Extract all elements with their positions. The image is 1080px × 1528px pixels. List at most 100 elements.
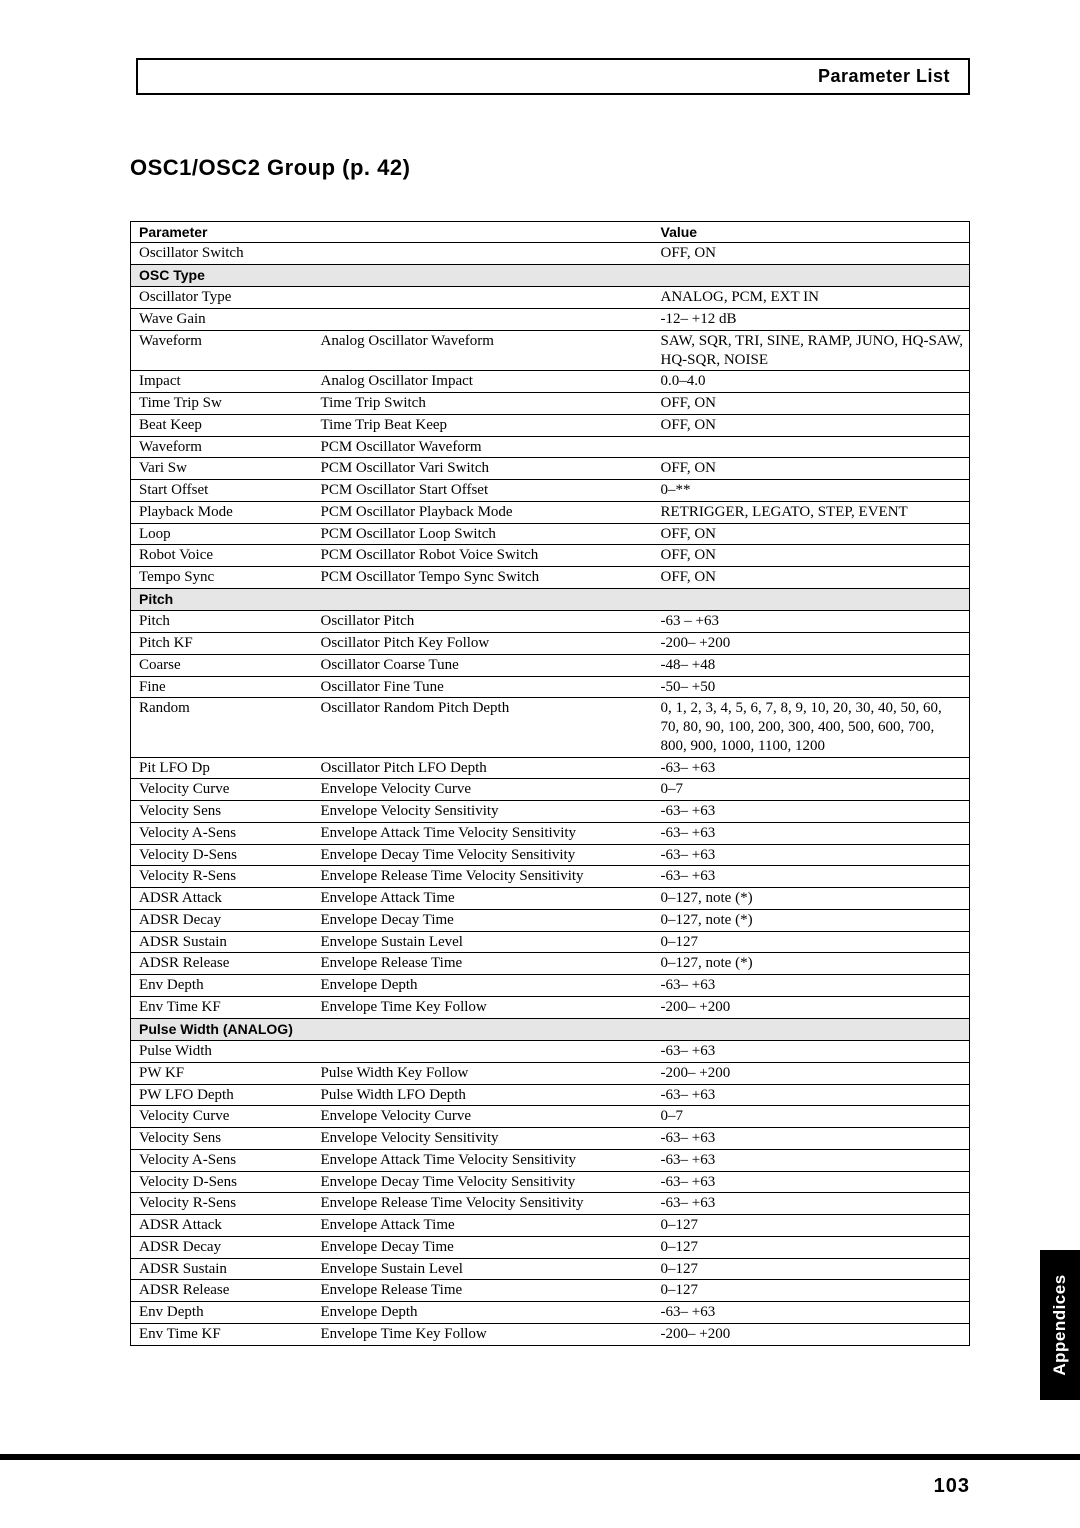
table-row: Start OffsetPCM Oscillator Start Offset0…: [131, 480, 970, 502]
param-desc: Envelope Sustain Level: [321, 1258, 661, 1280]
param-desc: [321, 243, 661, 265]
param-name: Velocity D-Sens: [131, 1171, 321, 1193]
table-section-row: Pulse Width (ANALOG): [131, 1018, 970, 1041]
param-name: Velocity Sens: [131, 801, 321, 823]
param-name: Wave Gain: [131, 309, 321, 331]
param-name: Time Trip Sw: [131, 393, 321, 415]
param-name: Velocity R-Sens: [131, 1193, 321, 1215]
side-tab: Appendices: [1040, 1250, 1080, 1400]
table-row: Pit LFO DpOscillator Pitch LFO Depth-63–…: [131, 757, 970, 779]
param-value: -63– +63: [661, 844, 970, 866]
param-desc: Oscillator Random Pitch Depth: [321, 698, 661, 757]
param-desc: Envelope Velocity Curve: [321, 1106, 661, 1128]
param-desc: PCM Oscillator Start Offset: [321, 480, 661, 502]
param-desc: [321, 287, 661, 309]
param-value: -63– +63: [661, 801, 970, 823]
table-row: RandomOscillator Random Pitch Depth0, 1,…: [131, 698, 970, 757]
param-name: Vari Sw: [131, 458, 321, 480]
table-row: ADSR ReleaseEnvelope Release Time0–127, …: [131, 953, 970, 975]
table-row: Velocity D-SensEnvelope Decay Time Veloc…: [131, 1171, 970, 1193]
param-name: Velocity R-Sens: [131, 866, 321, 888]
table-row: Pulse Width-63– +63: [131, 1041, 970, 1063]
param-name: PW LFO Depth: [131, 1084, 321, 1106]
table-row: CoarseOscillator Coarse Tune-48– +48: [131, 654, 970, 676]
page-number: 103: [934, 1475, 970, 1498]
param-desc: Time Trip Beat Keep: [321, 414, 661, 436]
param-value: -50– +50: [661, 676, 970, 698]
param-value: 0–127: [661, 931, 970, 953]
param-value: 0–127: [661, 1236, 970, 1258]
param-value: -63– +63: [661, 1302, 970, 1324]
param-name: ADSR Release: [131, 1280, 321, 1302]
table-row: Env DepthEnvelope Depth-63– +63: [131, 975, 970, 997]
param-name: Velocity Sens: [131, 1128, 321, 1150]
table-row: Vari SwPCM Oscillator Vari SwitchOFF, ON: [131, 458, 970, 480]
param-name: Waveform: [131, 330, 321, 371]
table-row: LoopPCM Oscillator Loop SwitchOFF, ON: [131, 523, 970, 545]
param-value: -63– +63: [661, 757, 970, 779]
param-desc: Envelope Time Key Follow: [321, 996, 661, 1018]
col-header-desc: [321, 222, 661, 243]
param-name: Pitch: [131, 611, 321, 633]
param-value: [661, 436, 970, 458]
param-value: OFF, ON: [661, 393, 970, 415]
table-row: ADSR ReleaseEnvelope Release Time0–127: [131, 1280, 970, 1302]
param-desc: [321, 1041, 661, 1063]
param-name: Loop: [131, 523, 321, 545]
param-desc: Oscillator Fine Tune: [321, 676, 661, 698]
table-row: Wave Gain -12– +12 dB: [131, 309, 970, 331]
table-row: Velocity CurveEnvelope Velocity Curve0–7: [131, 1106, 970, 1128]
param-value: -63 – +63: [661, 611, 970, 633]
param-value: -63– +63: [661, 866, 970, 888]
table-row: ImpactAnalog Oscillator Impact0.0–4.0: [131, 371, 970, 393]
param-desc: PCM Oscillator Waveform: [321, 436, 661, 458]
table-row: Env Time KFEnvelope Time Key Follow-200–…: [131, 1323, 970, 1345]
table-row: Velocity A-SensEnvelope Attack Time Velo…: [131, 1149, 970, 1171]
param-value: -200– +200: [661, 633, 970, 655]
table-row: FineOscillator Fine Tune-50– +50: [131, 676, 970, 698]
param-desc: Analog Oscillator Impact: [321, 371, 661, 393]
param-value: -63– +63: [661, 1128, 970, 1150]
page-header-label: Parameter List: [818, 66, 950, 86]
param-desc: Envelope Attack Time: [321, 888, 661, 910]
table-row: Velocity D-SensEnvelope Decay Time Veloc…: [131, 844, 970, 866]
col-header-parameter: Parameter: [131, 222, 321, 243]
param-desc: Time Trip Switch: [321, 393, 661, 415]
param-desc: Envelope Release Time Velocity Sensitivi…: [321, 1193, 661, 1215]
param-value: -200– +200: [661, 996, 970, 1018]
param-value: SAW, SQR, TRI, SINE, RAMP, JUNO, HQ-SAW,…: [661, 330, 970, 371]
param-desc: Envelope Time Key Follow: [321, 1323, 661, 1345]
table-section-row: Pitch: [131, 588, 970, 611]
param-name: Start Offset: [131, 480, 321, 502]
table-row: Velocity A-SensEnvelope Attack Time Velo…: [131, 822, 970, 844]
param-desc: Oscillator Pitch: [321, 611, 661, 633]
param-value: -12– +12 dB: [661, 309, 970, 331]
param-value: 0–127, note (*): [661, 888, 970, 910]
section-label: Pulse Width (ANALOG): [131, 1018, 970, 1041]
param-name: Impact: [131, 371, 321, 393]
table-row: Robot VoicePCM Oscillator Robot Voice Sw…: [131, 545, 970, 567]
parameter-table: Parameter Value Oscillator SwitchOFF, ON…: [130, 221, 970, 1346]
param-name: Env Time KF: [131, 1323, 321, 1345]
param-desc: PCM Oscillator Vari Switch: [321, 458, 661, 480]
table-row: ADSR AttackEnvelope Attack Time0–127: [131, 1215, 970, 1237]
param-desc: PCM Oscillator Robot Voice Switch: [321, 545, 661, 567]
param-desc: Envelope Attack Time Velocity Sensitivit…: [321, 1149, 661, 1171]
table-row: PW LFO DepthPulse Width LFO Depth-63– +6…: [131, 1084, 970, 1106]
param-value: OFF, ON: [661, 523, 970, 545]
param-desc: Envelope Release Time Velocity Sensitivi…: [321, 866, 661, 888]
param-value: OFF, ON: [661, 414, 970, 436]
param-name: Random: [131, 698, 321, 757]
table-row: Velocity SensEnvelope Velocity Sensitivi…: [131, 1128, 970, 1150]
param-name: Velocity Curve: [131, 779, 321, 801]
param-name: Pitch KF: [131, 633, 321, 655]
param-value: -63– +63: [661, 822, 970, 844]
param-value: 0, 1, 2, 3, 4, 5, 6, 7, 8, 9, 10, 20, 30…: [661, 698, 970, 757]
table-row: ADSR DecayEnvelope Decay Time0–127: [131, 1236, 970, 1258]
table-row: Pitch KFOscillator Pitch Key Follow-200–…: [131, 633, 970, 655]
param-value: -63– +63: [661, 1084, 970, 1106]
param-value: ANALOG, PCM, EXT IN: [661, 287, 970, 309]
param-name: Env Time KF: [131, 996, 321, 1018]
param-value: -48– +48: [661, 654, 970, 676]
param-value: -63– +63: [661, 1041, 970, 1063]
